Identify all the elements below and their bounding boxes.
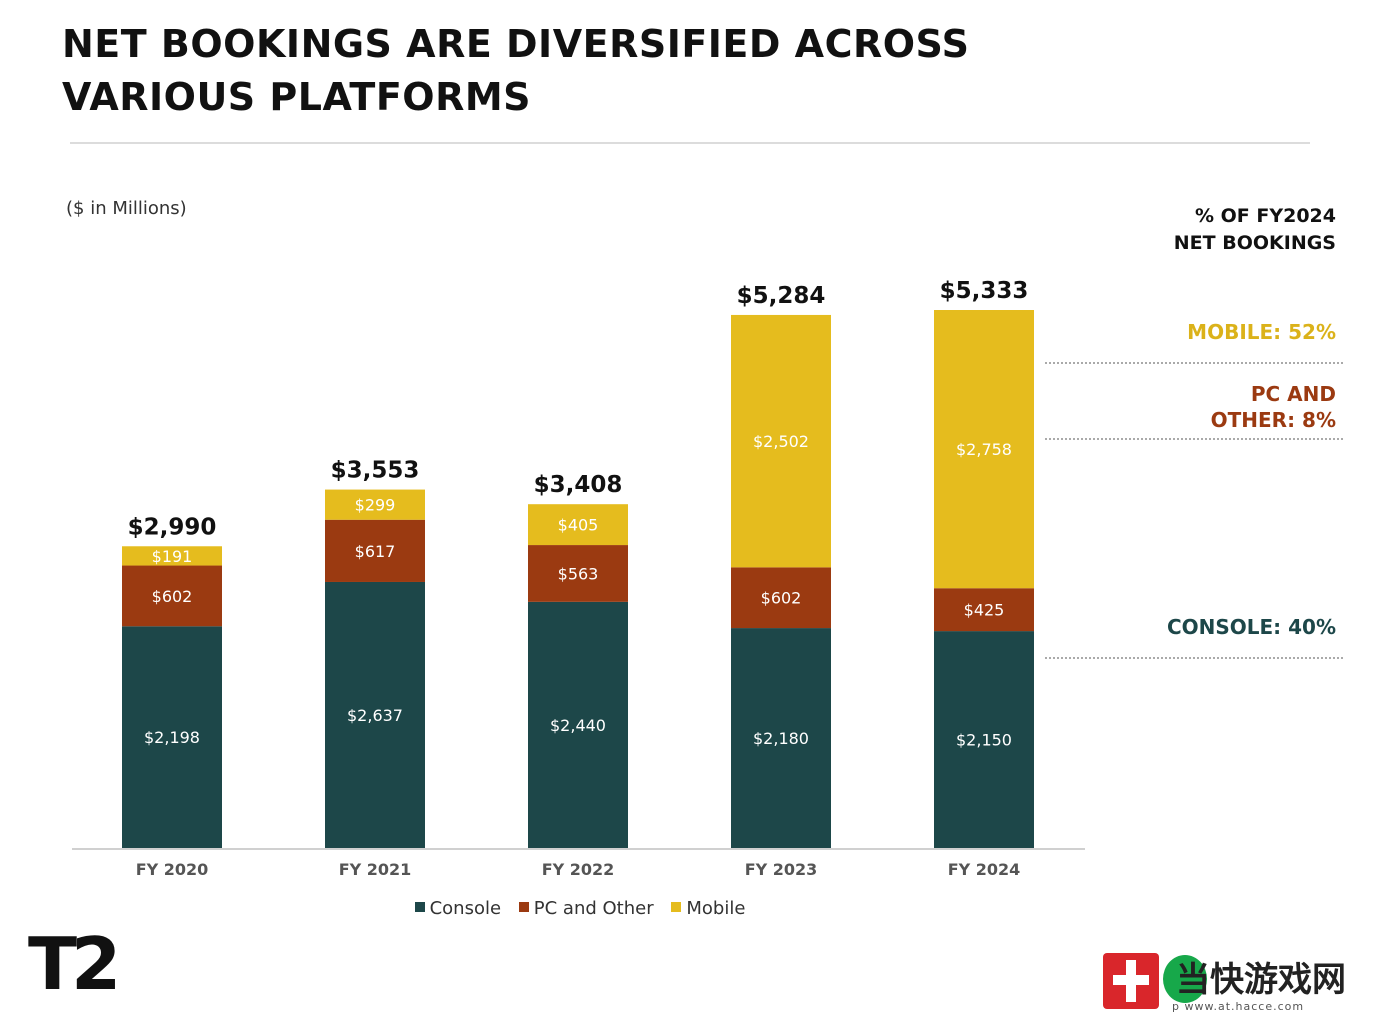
share-heading-line-1: % OF FY2024 <box>1194 205 1336 227</box>
share-heading: % OF FY2024 NET BOOKINGS <box>1174 203 1336 257</box>
t2-logo: T2 <box>28 922 121 1006</box>
legend-swatch-console <box>414 902 425 912</box>
x-tick-label-2: FY 2022 <box>542 860 615 879</box>
data-label-pc-and-other-0: $602 <box>152 587 193 606</box>
total-label-0: $2,990 <box>128 514 217 540</box>
watermark-plus-icon-v <box>1126 960 1136 1002</box>
unit-note: ($ in Millions) <box>66 198 187 219</box>
bar-segment-pc-and-other-3 <box>731 567 831 629</box>
bar-segment-pc-and-other-0 <box>122 565 222 627</box>
share-heading-line-2: NET BOOKINGS <box>1173 232 1336 254</box>
data-label-pc-and-other-4: $425 <box>964 601 1005 620</box>
data-label-console-3: $2,180 <box>753 729 809 748</box>
title-divider <box>70 142 1310 144</box>
data-label-pc-and-other-2: $563 <box>558 564 599 583</box>
share-console: CONSOLE: 40% <box>1166 615 1336 639</box>
watermark-text: 当快游戏网 <box>1176 960 1346 1000</box>
bar-segment-pc-and-other-4 <box>934 588 1034 632</box>
total-label-2: $3,408 <box>534 472 623 498</box>
data-label-mobile-1: $299 <box>355 496 396 515</box>
data-label-console-2: $2,440 <box>550 716 606 735</box>
bar-segment-console-2 <box>528 601 628 848</box>
x-tick-label-4: FY 2024 <box>948 860 1021 879</box>
share-pc: PC AND OTHER: 8% <box>1211 381 1336 433</box>
data-label-console-1: $2,637 <box>347 706 403 725</box>
data-label-pc-and-other-1: $617 <box>355 542 396 561</box>
x-tick-label-3: FY 2023 <box>745 860 818 879</box>
chart-legend: Console PC and Other Mobile <box>0 898 1160 919</box>
title-line-2: VARIOUS PLATFORMS <box>62 75 532 119</box>
total-label-1: $3,553 <box>331 458 420 484</box>
bar-segment-mobile-2 <box>528 504 628 546</box>
bar-segment-pc-and-other-2 <box>528 545 628 602</box>
legend-label-console: Console <box>429 898 502 919</box>
share-divider-console <box>1045 657 1343 659</box>
data-label-mobile-4: $2,758 <box>956 440 1012 459</box>
total-label-4: $5,333 <box>940 278 1029 304</box>
bar-segment-console-4 <box>934 631 1034 848</box>
total-label-3: $5,284 <box>737 283 826 309</box>
legend-label-pc: PC and Other <box>533 898 654 919</box>
title-line-1: NET BOOKINGS ARE DIVERSIFIED ACROSS <box>62 22 970 66</box>
bar-segment-console-3 <box>731 628 831 848</box>
page-title: NET BOOKINGS ARE DIVERSIFIED ACROSS VARI… <box>62 18 1162 124</box>
share-mobile: MOBILE: 52% <box>1187 320 1336 344</box>
bar-segment-console-0 <box>122 626 222 848</box>
share-divider-pc <box>1045 438 1343 440</box>
share-pc-line-2: OTHER: 8% <box>1210 408 1336 432</box>
bar-segment-pc-and-other-1 <box>325 519 425 582</box>
data-label-mobile-2: $405 <box>558 516 599 535</box>
watermark-circle-icon <box>1163 955 1207 1003</box>
legend-swatch-pc <box>518 902 529 912</box>
data-label-mobile-3: $2,502 <box>753 432 809 451</box>
bar-segment-console-1 <box>325 581 425 848</box>
watermark-url: p www.at.hacce.com <box>1172 1000 1305 1013</box>
share-divider-mobile <box>1045 362 1343 364</box>
share-pc-line-1: PC AND <box>1250 382 1336 406</box>
legend-item-pc: PC and Other <box>518 898 654 919</box>
bar-segment-mobile-3 <box>731 314 831 568</box>
legend-swatch-mobile <box>671 902 682 912</box>
data-label-console-0: $2,198 <box>144 728 200 747</box>
bar-segment-mobile-4 <box>934 310 1034 589</box>
legend-item-console: Console <box>414 898 502 919</box>
bar-segment-mobile-1 <box>325 489 425 520</box>
legend-item-mobile: Mobile <box>671 898 745 919</box>
data-label-console-4: $2,150 <box>956 731 1012 750</box>
legend-label-mobile: Mobile <box>686 898 746 919</box>
data-label-pc-and-other-3: $602 <box>761 589 802 608</box>
x-tick-label-1: FY 2021 <box>339 860 412 879</box>
data-label-mobile-0: $191 <box>152 547 193 566</box>
x-tick-label-0: FY 2020 <box>136 860 209 879</box>
bar-segment-mobile-0 <box>122 546 222 566</box>
